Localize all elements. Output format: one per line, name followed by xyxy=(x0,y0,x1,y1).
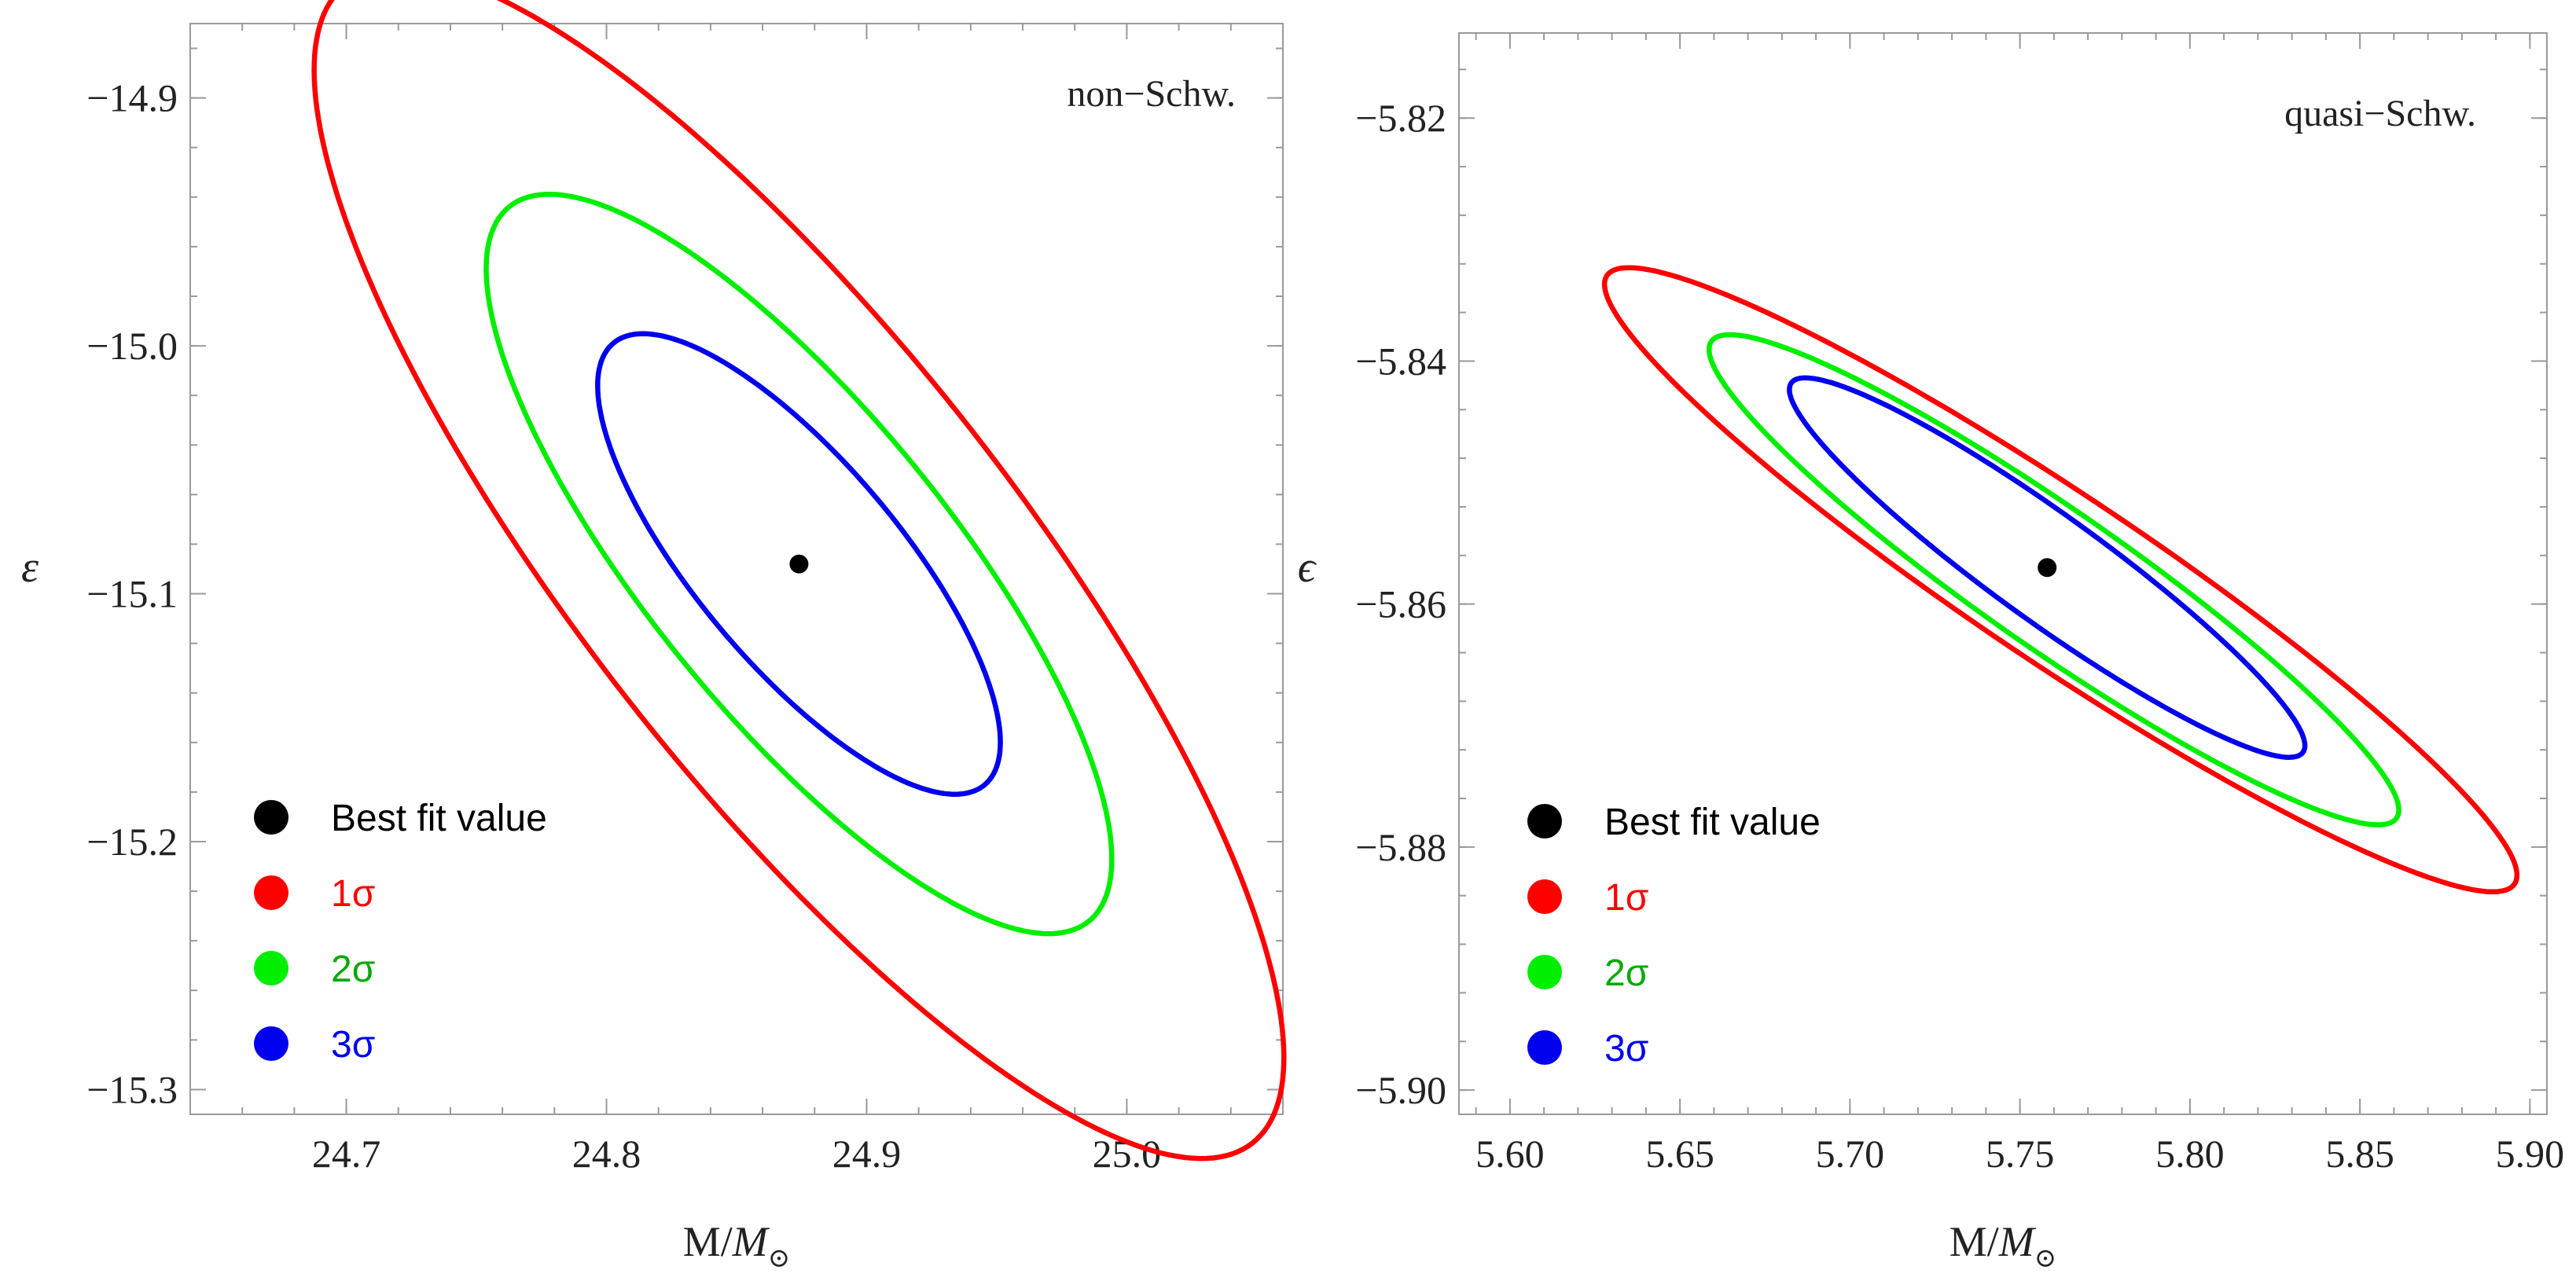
plot-frame xyxy=(189,23,1284,1115)
legend-marker xyxy=(1527,955,1562,989)
contour-1σ xyxy=(311,0,1287,1161)
y-tick-label: −15.0 xyxy=(86,324,178,368)
best-fit-point xyxy=(2038,558,2057,578)
y-tick-label: −14.9 xyxy=(86,76,178,120)
legend-label: 3σ xyxy=(331,1024,375,1066)
y-axis-title: ε xyxy=(21,543,39,592)
legend-marker xyxy=(254,951,288,985)
x-tick-label: 5.70 xyxy=(1816,1132,1885,1176)
x-tick-label: 24.8 xyxy=(572,1132,641,1176)
x-tick-label: 5.80 xyxy=(2155,1132,2225,1176)
right-panel: 5.60 5.65 5.70 5.75 5.80 5.85 5.90 −5.82 −5.84 −5… xyxy=(1298,32,2565,1273)
legend-label: 1σ xyxy=(1604,877,1648,919)
x-tick-label: 5.60 xyxy=(1475,1132,1545,1176)
y-tick-label: −5.86 xyxy=(1355,582,1446,626)
left-panel: 24.7 24.8 24.9 25.0 −14.9 −15.0 −15.1 −15.2 −15.… xyxy=(21,0,1287,1273)
contour-3σ xyxy=(595,331,1003,797)
legend-marker xyxy=(1527,879,1562,914)
legend-label: 1σ xyxy=(331,873,375,915)
y-tick-label: −5.90 xyxy=(1355,1068,1446,1112)
legend-marker xyxy=(1527,1030,1562,1065)
legend-marker xyxy=(1527,804,1562,838)
panel-title: non−Schw. xyxy=(1067,73,1236,115)
best-fit-point xyxy=(789,554,809,574)
legend-label: 2σ xyxy=(1604,952,1648,994)
legend-label: Best fit value xyxy=(331,798,547,839)
contour-3σ xyxy=(1787,375,2308,760)
legend-marker xyxy=(254,800,288,835)
y-tick-label: −5.88 xyxy=(1355,825,1446,869)
contour-2σ xyxy=(483,192,1115,937)
legend-marker xyxy=(254,1026,288,1061)
x-tick-label: 5.75 xyxy=(1986,1132,2055,1176)
y-tick-label: −15.1 xyxy=(86,572,178,616)
legend-label: 3σ xyxy=(1604,1028,1648,1070)
contour-1σ xyxy=(1601,265,2520,895)
y-tick-label: −15.3 xyxy=(86,1067,178,1111)
y-tick-label: −15.2 xyxy=(86,820,178,864)
legend-marker xyxy=(254,875,288,910)
x-tick-label: 24.7 xyxy=(312,1132,381,1176)
contour-2σ xyxy=(1706,332,2401,827)
x-tick-label: 5.65 xyxy=(1645,1132,1714,1176)
y-tick-label: −5.82 xyxy=(1355,96,1446,140)
y-tick-label: −5.84 xyxy=(1355,339,1446,383)
legend-label: 2σ xyxy=(331,949,375,990)
plot-frame xyxy=(1458,32,2548,1115)
x-tick-label: 24.9 xyxy=(832,1132,902,1176)
x-tick-label: 25.0 xyxy=(1093,1132,1162,1176)
legend-label: Best fit value xyxy=(1604,802,1821,843)
x-axis-title: M/M⊙ xyxy=(683,1218,791,1273)
panel-title: quasi−Schw. xyxy=(2284,93,2476,134)
x-tick-label: 5.85 xyxy=(2325,1132,2394,1176)
x-axis-title: M/M⊙ xyxy=(1949,1218,2057,1273)
x-tick-label: 5.90 xyxy=(2496,1132,2565,1176)
y-axis-title: ϵ xyxy=(1298,543,1317,592)
